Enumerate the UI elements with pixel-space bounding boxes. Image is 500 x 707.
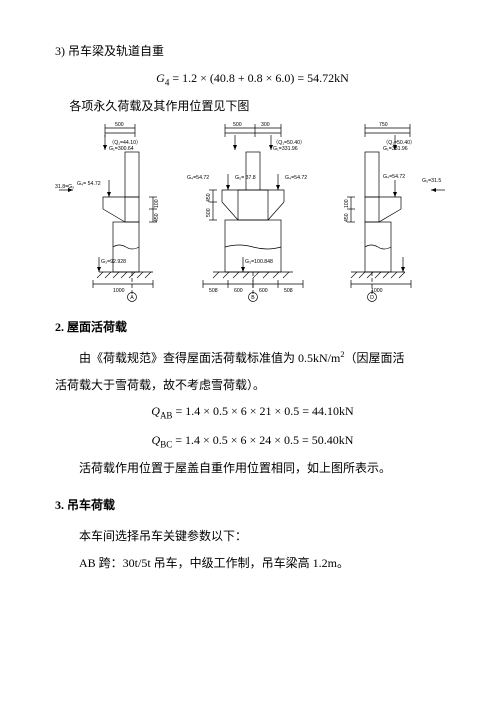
q1-label: （Q₁=44.10） <box>109 139 141 146</box>
section3-p2: AB 跨：30t/5t 吊车，中级工作制，吊车梁高 1.2m。 <box>55 552 450 575</box>
g1-label: G₁=300.64 <box>109 146 134 152</box>
load-diagrams: 500 （Q₁=44.10） G₁=300.64 31.8=G₅ G₄= 54.… <box>55 122 450 302</box>
diagram-axis-a: 500 （Q₁=44.10） G₁=300.64 31.8=G₅ G₄= 54.… <box>55 122 170 302</box>
qab-formula: QAB = 1.4 × 0.5 × 6 × 21 × 0.5 = 44.10kN <box>55 400 450 424</box>
section2-p2: 活荷载大于雪荷载，故不考虑雪荷载）。 <box>55 374 450 397</box>
item3-note: 各项永久荷载及其作用位置见下图 <box>55 95 450 118</box>
vd2: 450 <box>154 213 160 222</box>
g3-label: G₃=92.928 <box>101 259 126 265</box>
section3-head: 3. 吊车荷载 <box>55 494 450 517</box>
section2-p3: 活荷载作用位置于屋盖自重作用位置相同，如上图所表示。 <box>55 457 450 480</box>
dim-750: 750 <box>379 122 388 128</box>
dim-bot: 1000 <box>113 288 125 294</box>
d1: 508 <box>209 288 218 294</box>
g5-label: 31.8=G₅ <box>55 184 74 190</box>
p1a: 由《荷载规范》查得屋面活荷载标准值为 0.5kN/m <box>79 351 340 365</box>
g1-label: G₁=331.96 <box>273 146 298 152</box>
vd1: 100 <box>154 199 160 208</box>
axis-label: A <box>130 295 134 301</box>
g3-label: G₃=100.848 <box>245 259 273 265</box>
q1-label: （Q₁=50.40） <box>273 139 305 146</box>
g4l-label: G₄=54.72 <box>187 175 209 181</box>
vd2: 500 <box>206 208 212 217</box>
p1b: （因屋面活 <box>345 351 405 365</box>
g5-label: G₅= 37.8 <box>235 175 256 181</box>
section2-head: 2. 屋面活荷载 <box>55 316 450 339</box>
item3-title: 吊车梁及轨道自重 <box>68 44 164 58</box>
g4-formula: G4 = 1.2 × (40.8 + 0.8 × 6.0) = 54.72kN <box>55 67 450 91</box>
q1-label: （Q₁=50.40） <box>383 139 415 146</box>
section2-p1: 由《荷载规范》查得屋面活荷载标准值为 0.5kN/m2（因屋面活 <box>55 347 450 370</box>
g4-label: G₄=54.72 <box>383 174 405 180</box>
d3: 600 <box>259 288 268 294</box>
dim-500: 500 <box>115 122 124 128</box>
g5-label: G₅=31.5 <box>422 178 441 184</box>
vd1: 450 <box>206 193 212 202</box>
g4-label: G₄= 54.72 <box>77 181 101 187</box>
item3-line: 3) 吊车梁及轨道自重 <box>55 40 450 63</box>
qbc-formula: QBC = 1.4 × 0.5 × 6 × 24 × 0.5 = 50.40kN <box>55 429 450 453</box>
g1-label: G₁=331.96 <box>383 146 408 152</box>
d4: 508 <box>284 288 293 294</box>
diagram-axis-b: 500 300 （Q₁=50.40） G₁=331.96 G₄=54.72 G₅… <box>173 122 333 302</box>
item3-number: 3) <box>55 44 65 58</box>
vd1: 100 <box>344 199 350 208</box>
section3-p1: 本车间选择吊车关键参数以下： <box>55 525 450 548</box>
axis-label: D <box>370 295 374 301</box>
dim-bot: 1000 <box>371 288 383 294</box>
vd2: 450 <box>344 213 350 222</box>
g4r-label: G₄=54.72 <box>285 175 307 181</box>
diagram-axis-d: 750 （Q₁=50.40） G₁=331.96 G₄=54.72 G₅=31.… <box>335 122 450 302</box>
dim-top-l: 500 <box>233 122 242 128</box>
axis-label: B <box>251 295 255 301</box>
d2: 600 <box>234 288 243 294</box>
dim-top-r: 300 <box>261 122 270 128</box>
